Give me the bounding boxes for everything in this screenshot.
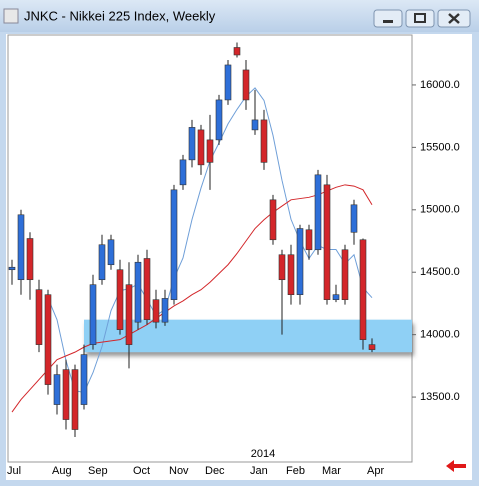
y-tick-label: 15500.0 bbox=[420, 141, 460, 153]
candle-body bbox=[197, 129, 205, 166]
candle-body bbox=[188, 127, 196, 161]
candle-body bbox=[278, 254, 286, 281]
candle-body bbox=[296, 228, 304, 295]
year-label: 2014 bbox=[251, 448, 275, 460]
candle-body bbox=[233, 47, 241, 56]
y-tick-label: 15000.0 bbox=[420, 204, 460, 216]
maximize-button[interactable] bbox=[405, 9, 435, 28]
minimize-icon bbox=[383, 20, 393, 23]
x-tick-label: Sep bbox=[88, 465, 108, 477]
candle-body bbox=[215, 99, 223, 141]
candle-body bbox=[251, 119, 259, 131]
window-title: JNKC - Nikkei 225 Index, Weekly bbox=[24, 8, 216, 23]
candle-body bbox=[332, 294, 340, 300]
y-tick-label: 14000.0 bbox=[420, 329, 460, 341]
x-tick-label: Apr bbox=[367, 465, 384, 477]
candle-body bbox=[8, 266, 16, 271]
candle-body bbox=[314, 174, 322, 251]
support-zone bbox=[84, 319, 412, 353]
y-tick-label: 13500.0 bbox=[420, 391, 460, 403]
maximize-icon bbox=[414, 13, 426, 23]
candle-body bbox=[143, 258, 151, 320]
candle-body bbox=[368, 344, 376, 350]
candle-body bbox=[107, 239, 115, 266]
candle-body bbox=[116, 269, 124, 330]
candle-body bbox=[161, 298, 169, 323]
app-icon bbox=[3, 8, 19, 24]
candle-body bbox=[359, 239, 367, 340]
candle-body bbox=[260, 119, 268, 163]
candle-body bbox=[71, 369, 79, 430]
candle-body bbox=[26, 238, 34, 281]
candle-body bbox=[287, 254, 295, 295]
candle-body bbox=[179, 159, 187, 186]
candle-body bbox=[134, 261, 142, 323]
candle-body bbox=[62, 369, 70, 420]
candle-body bbox=[44, 294, 52, 385]
candle-body bbox=[152, 299, 160, 323]
candle-body bbox=[341, 249, 349, 300]
x-tick-label: Jul bbox=[7, 465, 21, 477]
x-tick-label: Jan bbox=[250, 465, 268, 477]
moving-average bbox=[11, 184, 373, 413]
x-tick-label: Nov bbox=[169, 465, 189, 477]
candle-body bbox=[269, 199, 277, 241]
candle-body bbox=[242, 69, 250, 101]
candle-body bbox=[206, 139, 214, 163]
candle-body bbox=[350, 204, 358, 233]
x-tick-label: Mar bbox=[322, 465, 341, 477]
candle-body bbox=[53, 374, 61, 405]
candle-body bbox=[17, 214, 25, 281]
x-tick-label: Oct bbox=[133, 465, 150, 477]
y-tick-label: 14500.0 bbox=[420, 266, 460, 278]
candle-body bbox=[323, 184, 331, 300]
scroll-arrow[interactable] bbox=[446, 460, 466, 472]
candle-body bbox=[170, 189, 178, 300]
candle-body bbox=[89, 284, 97, 345]
candle-body bbox=[80, 354, 88, 405]
candle-body bbox=[125, 284, 133, 345]
candle-body bbox=[305, 229, 313, 251]
candle-body bbox=[224, 64, 232, 101]
window-buttons[interactable] bbox=[373, 9, 471, 28]
x-tick-label: Dec bbox=[205, 465, 225, 477]
x-tick-label: Feb bbox=[286, 465, 305, 477]
candle-body bbox=[98, 244, 106, 281]
close-icon bbox=[448, 13, 460, 24]
x-tick-label: Aug bbox=[52, 465, 72, 477]
minimize-button[interactable] bbox=[373, 9, 403, 28]
candle-body bbox=[35, 289, 43, 345]
y-tick-label: 16000.0 bbox=[420, 79, 460, 91]
